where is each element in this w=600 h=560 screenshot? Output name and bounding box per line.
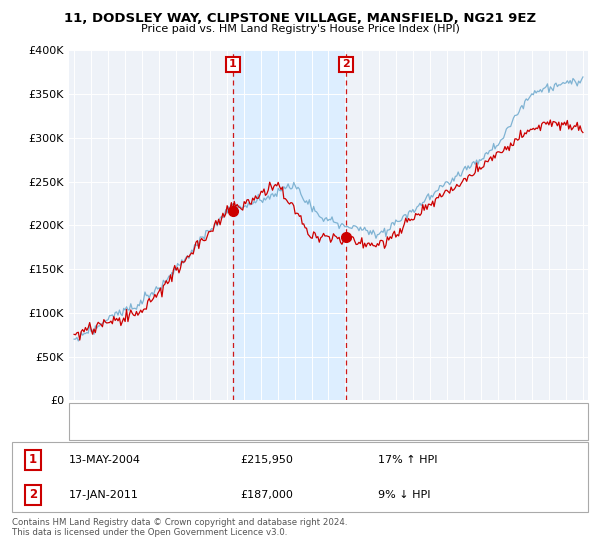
Bar	[233, 50, 346, 400]
Text: 13-MAY-2004: 13-MAY-2004	[69, 455, 141, 465]
Text: 2: 2	[342, 59, 350, 69]
Text: 2: 2	[29, 488, 37, 501]
Text: £187,000: £187,000	[240, 490, 293, 500]
Text: 17-JAN-2011: 17-JAN-2011	[69, 490, 139, 500]
Text: Contains HM Land Registry data © Crown copyright and database right 2024.
This d: Contains HM Land Registry data © Crown c…	[12, 518, 347, 538]
Text: 9% ↓ HPI: 9% ↓ HPI	[378, 490, 431, 500]
Text: 17% ↑ HPI: 17% ↑ HPI	[378, 455, 437, 465]
Text: 11, DODSLEY WAY, CLIPSTONE VILLAGE, MANSFIELD, NG21 9EZ (detached house): 11, DODSLEY WAY, CLIPSTONE VILLAGE, MANS…	[106, 409, 494, 418]
Text: 11, DODSLEY WAY, CLIPSTONE VILLAGE, MANSFIELD, NG21 9EZ: 11, DODSLEY WAY, CLIPSTONE VILLAGE, MANS…	[64, 12, 536, 25]
Text: 1: 1	[229, 59, 237, 69]
Text: HPI: Average price, detached house, Newark and Sherwood: HPI: Average price, detached house, Newa…	[106, 425, 389, 434]
Text: Price paid vs. HM Land Registry's House Price Index (HPI): Price paid vs. HM Land Registry's House …	[140, 24, 460, 34]
Text: £215,950: £215,950	[240, 455, 293, 465]
Text: 1: 1	[29, 454, 37, 466]
